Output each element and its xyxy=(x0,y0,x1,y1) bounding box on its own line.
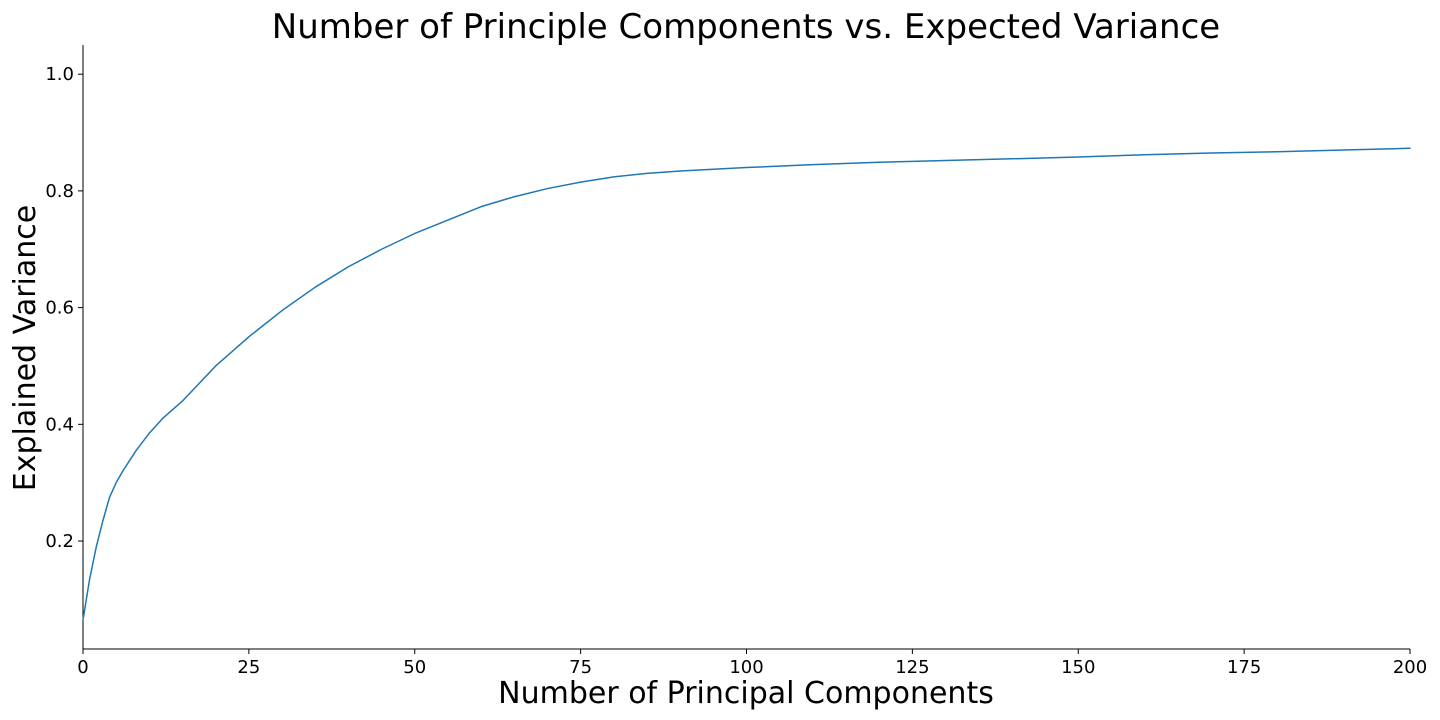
x-tick-label: 150 xyxy=(1061,657,1095,678)
x-tick-label: 175 xyxy=(1227,657,1261,678)
x-tick-label: 100 xyxy=(729,657,763,678)
x-axis-ticks: 0 25 50 75 100 125 150 175 200 xyxy=(77,649,1427,678)
y-tick-label: 0.2 xyxy=(45,531,74,552)
y-tick-label: 0.8 xyxy=(45,181,74,202)
y-tick-label: 0.6 xyxy=(45,298,74,319)
series-layer xyxy=(82,147,1411,621)
x-axis-label: Number of Principal Components xyxy=(498,676,994,711)
x-tick-label: 50 xyxy=(403,657,426,678)
x-tick-label: 200 xyxy=(1393,657,1427,678)
y-tick-label: 0.4 xyxy=(45,414,74,435)
y-axis-label: Explained Variance xyxy=(8,205,43,491)
x-tick-label: 125 xyxy=(895,657,929,678)
explained-variance-line xyxy=(82,147,1411,621)
y-tick-label: 1.0 xyxy=(45,64,74,85)
y-axis-ticks: 0.2 0.4 0.6 0.8 1.0 xyxy=(45,64,83,552)
chart-title: Number of Principle Components vs. Expec… xyxy=(272,7,1220,47)
x-tick-label: 25 xyxy=(237,657,260,678)
x-tick-label: 0 xyxy=(77,657,88,678)
x-tick-label: 75 xyxy=(569,657,592,678)
